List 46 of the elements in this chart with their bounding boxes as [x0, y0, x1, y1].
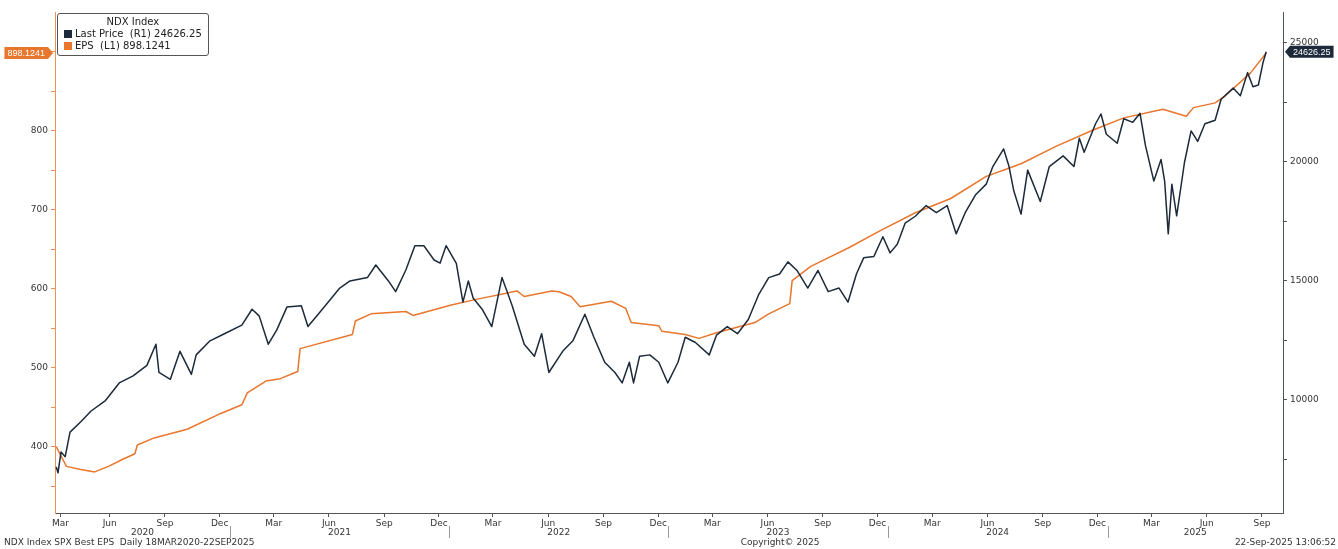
y-tick-label: 600	[30, 282, 49, 293]
text: 2023	[766, 526, 790, 537]
x-tick-label: Dec	[649, 517, 667, 528]
x-tick-label: Sep	[375, 517, 393, 528]
x-tick-label: Mar	[484, 517, 502, 528]
legend-label: Last Price (R1) 24626.25	[75, 28, 202, 40]
x-tick-label: Mar	[703, 517, 722, 528]
y-tick-label: 700	[30, 203, 49, 214]
text: Copyright© 2025	[740, 537, 820, 547]
legend-title: NDX Index	[105, 16, 161, 28]
x-tick-label: Sep	[814, 517, 832, 528]
y2-tick-label: 10000	[1290, 393, 1319, 404]
x-tick-label: Dec	[430, 517, 448, 528]
x-tick-label: Jun	[101, 517, 117, 528]
y-tick-label: 500	[30, 361, 49, 372]
text: 2022	[547, 526, 571, 537]
x-tick-label: Mar	[923, 517, 941, 528]
x-tick-label: Jun	[540, 517, 556, 528]
x-tick-label: Jun	[1198, 517, 1214, 528]
x-tick-label: Sep	[156, 517, 174, 528]
x-tick-label: Dec	[868, 517, 887, 528]
y2-tick-label: 20000	[1290, 156, 1319, 167]
x-tick-label: Sep	[595, 517, 613, 528]
text: 2020	[130, 526, 155, 537]
y-tick-label: 800	[30, 124, 49, 135]
text: 2021	[328, 526, 351, 537]
text: 22-Sep-2025 13:06:52	[1234, 537, 1336, 547]
x-tick-label: Mar	[51, 517, 70, 528]
text: 24626.25	[1293, 46, 1331, 57]
text: 2025	[1183, 526, 1207, 537]
x-tick-label: Sep	[1034, 517, 1052, 528]
x-tick-label: Dec	[210, 517, 229, 528]
y2-tick-label: 15000	[1290, 275, 1319, 286]
text: 898.1241	[7, 47, 46, 58]
x-tick-label: Mar	[1142, 517, 1161, 528]
y-tick-label: 400	[30, 440, 49, 451]
x-tick-label: Mar	[265, 517, 283, 528]
y2-tick-label: 25000	[1290, 37, 1319, 48]
x-tick-label: Dec	[1088, 517, 1107, 528]
x-tick-label: Sep	[1253, 517, 1271, 528]
x-tick-label: Jun	[979, 517, 995, 528]
x-tick-label: Jun	[759, 517, 775, 528]
x-tick-label: Jun	[320, 517, 336, 528]
text: NDX Index SPX Best EPS Daily 18MAR2020-22SEP2025	[4, 537, 255, 547]
text: 2024	[986, 526, 1010, 537]
legend-label: EPS (L1) 898.1241	[75, 40, 171, 52]
